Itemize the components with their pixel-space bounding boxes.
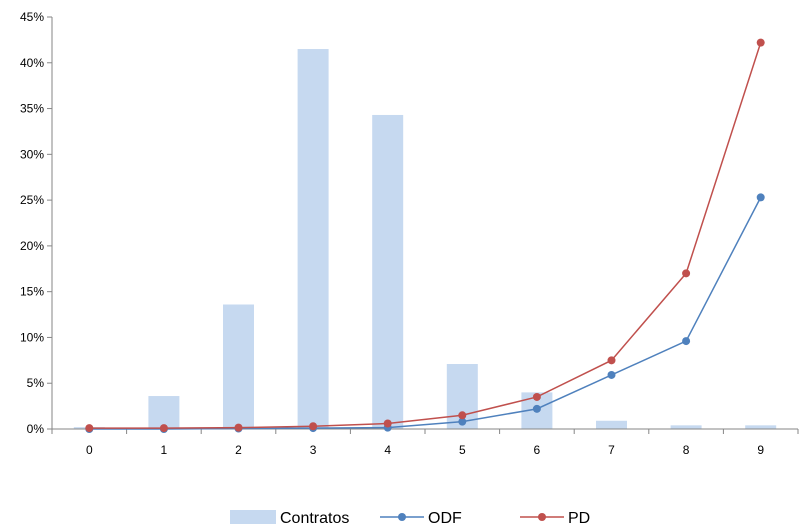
x-tick-label: 3 bbox=[310, 443, 317, 457]
x-tick-label: 6 bbox=[534, 443, 541, 457]
point-odf-9 bbox=[756, 193, 765, 202]
y-tick-label: 5% bbox=[27, 376, 45, 390]
point-odf-7 bbox=[607, 370, 616, 379]
x-tick-label: 7 bbox=[608, 443, 615, 457]
point-pd-1 bbox=[159, 424, 168, 433]
bar-contratos-4 bbox=[372, 114, 404, 429]
bar-contratos-1 bbox=[148, 396, 180, 429]
point-pd-4 bbox=[383, 419, 392, 428]
point-pd-3 bbox=[309, 422, 318, 431]
y-tick-label: 35% bbox=[20, 102, 44, 116]
y-tick-label: 45% bbox=[20, 10, 44, 24]
point-pd-9 bbox=[756, 38, 765, 47]
point-pd-8 bbox=[682, 269, 691, 278]
point-pd-5 bbox=[458, 411, 467, 420]
point-odf-5 bbox=[458, 417, 467, 426]
bars-layer bbox=[73, 49, 777, 430]
legend-marker-odf bbox=[398, 513, 406, 521]
x-tick-label: 5 bbox=[459, 443, 466, 457]
point-pd-0 bbox=[85, 424, 94, 433]
lines-layer bbox=[85, 38, 765, 433]
legend-label-pd: PD bbox=[568, 510, 590, 527]
y-tick-label: 0% bbox=[27, 422, 45, 436]
legend-marker-pd bbox=[538, 513, 546, 521]
bar-contratos-3 bbox=[297, 49, 329, 430]
x-tick-label: 4 bbox=[384, 443, 391, 457]
legend: Contratos ODF PD bbox=[230, 510, 590, 527]
x-tick-label: 2 bbox=[235, 443, 242, 457]
y-tick-label: 10% bbox=[20, 330, 44, 344]
line-pd bbox=[89, 42, 762, 429]
y-tick-label: 40% bbox=[20, 56, 44, 70]
point-pd-7 bbox=[607, 356, 616, 365]
legend-label-contratos: Contratos bbox=[280, 510, 349, 527]
bar-contratos-7 bbox=[596, 420, 627, 429]
line-odf bbox=[89, 197, 762, 430]
x-tick-label: 0 bbox=[86, 443, 93, 457]
bar-contratos-8 bbox=[670, 425, 702, 429]
axes-layer: 0% 5% 10% 15% 20% 25% 30% 35% 40% 45% 0 1 2 3 4 5 6 7 8 9 bbox=[20, 10, 799, 457]
y-tick-label: 30% bbox=[20, 147, 44, 161]
point-odf-8 bbox=[682, 337, 691, 346]
y-tick-label: 25% bbox=[20, 193, 44, 207]
point-pd-2 bbox=[234, 423, 243, 432]
x-tick-label: 8 bbox=[683, 443, 690, 457]
x-tick-label: 1 bbox=[161, 443, 168, 457]
legend-swatch-contratos bbox=[230, 510, 276, 524]
legend-label-odf: ODF bbox=[428, 510, 462, 527]
point-odf-6 bbox=[532, 404, 541, 413]
y-tick-label: 20% bbox=[20, 239, 44, 253]
y-tick-label: 15% bbox=[20, 285, 44, 299]
bar-contratos-9 bbox=[745, 425, 777, 429]
point-pd-6 bbox=[532, 392, 541, 401]
bar-contratos-2 bbox=[223, 304, 254, 429]
x-tick-label: 9 bbox=[757, 443, 764, 457]
